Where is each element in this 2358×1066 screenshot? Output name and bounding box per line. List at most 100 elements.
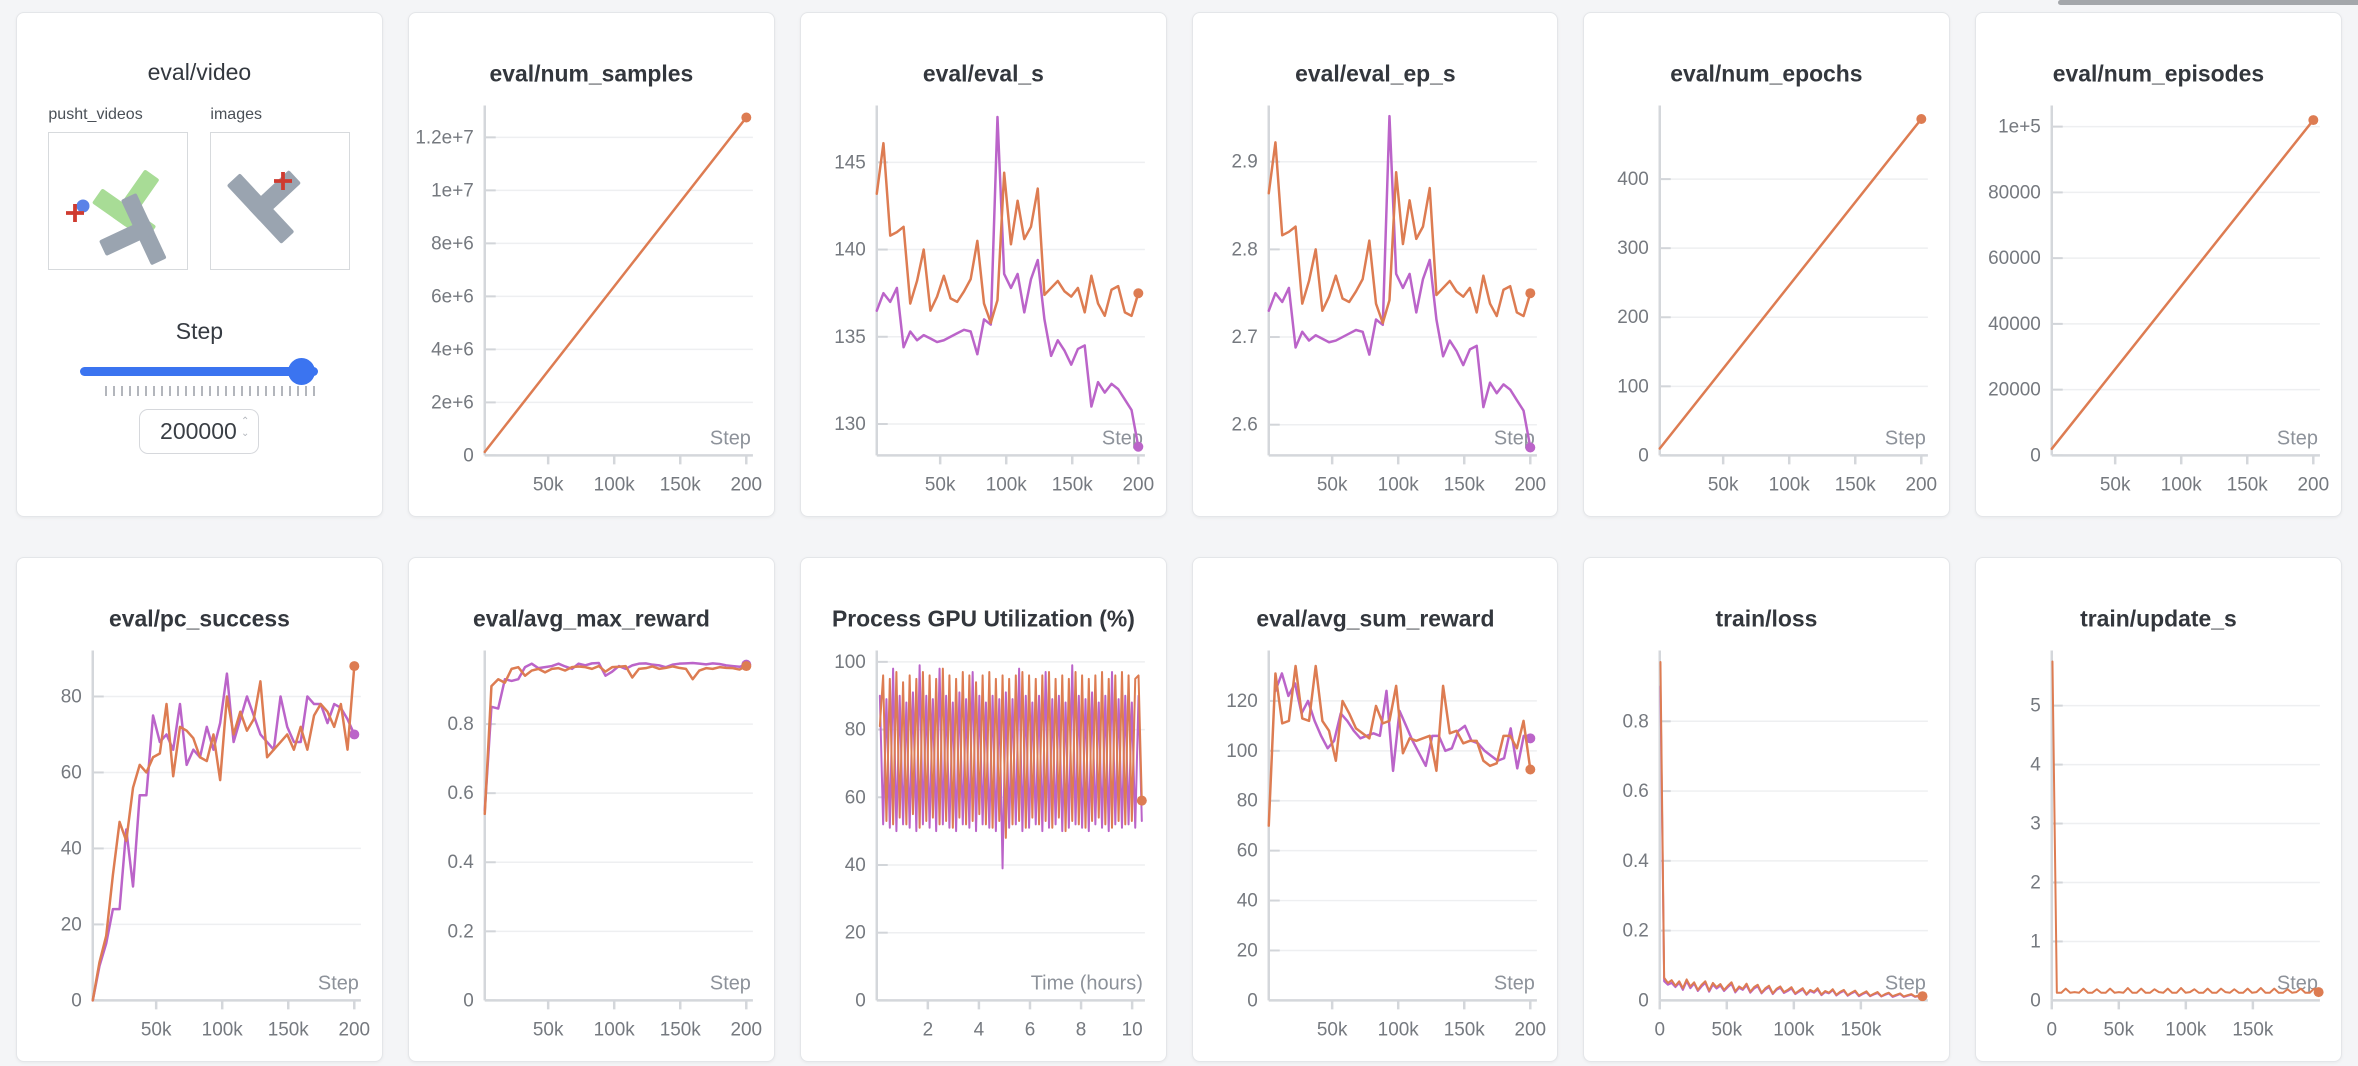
x-tick-label: 50k (1712, 1019, 1743, 1040)
x-tick-label: 150k (1841, 1019, 1883, 1040)
chart-eval-eval_ep_s[interactable]: 2.6 2.7 2.8 2.9 50k 100k 150k 200 Step eval/eval_… (1193, 13, 1558, 517)
chart-eval-num_samples[interactable]: 0 2e+6 4e+6 6e+6 8e+6 1e+7 1.2e+7 50k 100k 150k 20… (409, 13, 774, 517)
panel-eval-pc_success[interactable]: 0 20 40 60 80 50k 100k 150k 200 Step eval/pc_succe… (16, 557, 383, 1062)
chart-title: eval/avg_max_reward (473, 606, 710, 632)
x-axis-label: Step (318, 972, 359, 994)
panel-eval-eval_s[interactable]: 130 135 140 145 50k 100k 150k 200 Step eval/eval_… (799, 12, 1167, 517)
y-tick-label: 200 (1618, 307, 1650, 328)
series-run-orange (878, 667, 1143, 839)
y-tick-label: 0 (1639, 445, 1650, 466)
panel-eval-avg_max_reward[interactable]: 0 0.2 0.4 0.6 0.8 50k 100k 150k 200 Step eval/avg_… (407, 557, 775, 1062)
media-thumbnail-pusht-videos[interactable]: pusht_videos (48, 106, 189, 270)
y-tick-label: 145 (834, 152, 866, 173)
y-tick-label: 0.8 (447, 714, 473, 735)
x-tick-label: 100k (594, 1019, 636, 1040)
end-marker-run-orange (741, 661, 752, 672)
chart-title: train/update_s (2080, 606, 2237, 632)
x-tick-label: 100k (1769, 474, 1811, 495)
x-tick-label: 100k (202, 1019, 244, 1040)
y-tick-label: 4 (2030, 755, 2041, 776)
y-tick-label: 4e+6 (431, 339, 474, 360)
video-preview[interactable] (48, 132, 189, 270)
series-run-purple (1273, 672, 1532, 773)
y-tick-label: 2 (2030, 872, 2041, 893)
series-run-purple (1659, 685, 1924, 998)
chart-eval-avg_sum_reward[interactable]: 0 20 40 60 80 100 120 50k 100k 150k 200 Step eval/av… (1193, 558, 1558, 1062)
y-tick-label: 60 (1236, 841, 1257, 862)
end-marker-run-purple (1524, 733, 1535, 744)
series-run-orange (1658, 117, 1923, 450)
y-tick-label: 60 (61, 762, 82, 783)
x-tick-label: 150k (1443, 474, 1485, 495)
y-tick-label: 0 (2030, 445, 2041, 466)
chart-eval-num_epochs[interactable]: 0 100 200 300 400 50k 100k 150k 200 Step eval/num_… (1584, 13, 1949, 517)
panel-eval-num_epochs[interactable]: 0 100 200 300 400 50k 100k 150k 200 Step eval/num_… (1583, 12, 1951, 517)
step-number-input[interactable] (153, 417, 246, 446)
x-tick-label: 6 (1024, 1019, 1035, 1040)
x-tick-label: 50k (1708, 474, 1739, 495)
step-slider-group: Step ⌃ ⌄ (77, 318, 322, 454)
step-slider[interactable] (80, 357, 319, 385)
panel-title: eval/video (147, 59, 252, 85)
step-slider-track[interactable] (80, 367, 319, 376)
media-thumbnails: pusht_videos (48, 106, 351, 270)
series-run-purple (91, 672, 356, 1002)
y-tick-label: 2e+6 (431, 392, 474, 413)
y-tick-label: 40 (844, 855, 865, 876)
number-stepper[interactable]: ⌃ ⌄ (241, 416, 250, 442)
end-marker-run-purple (1133, 441, 1143, 452)
x-tick-label: 150k (1443, 1019, 1485, 1040)
series-run-orange (875, 141, 1140, 325)
chevron-down-icon[interactable]: ⌄ (241, 428, 250, 439)
chart-process-gpu-utilization[interactable]: 0 20 40 60 80 100 2 4 6 8 10 Time (hours) Process GP… (801, 558, 1166, 1062)
chart-title: eval/eval_s (923, 61, 1044, 87)
y-tick-label: 1e+7 (431, 180, 474, 201)
y-tick-label: 0 (855, 990, 866, 1011)
horizontal-scrollbar-thumb[interactable] (2058, 0, 2358, 5)
y-tick-label: 2.7 (1231, 327, 1257, 348)
y-tick-label: 0.6 (1623, 781, 1649, 802)
chevron-up-icon[interactable]: ⌃ (241, 416, 250, 427)
y-tick-label: 0 (463, 990, 474, 1011)
y-tick-label: 6e+6 (431, 286, 474, 307)
panel-process-gpu-utilization[interactable]: 0 20 40 60 80 100 2 4 6 8 10 Time (hours) Process GP… (799, 557, 1167, 1062)
target-cross-icon (274, 172, 293, 190)
y-tick-label: 0.6 (447, 783, 473, 804)
chart-eval-pc_success[interactable]: 0 20 40 60 80 50k 100k 150k 200 Step eval/pc_succe… (17, 558, 382, 1062)
step-slider-thumb[interactable] (287, 358, 315, 385)
x-tick-label: 200 (2298, 474, 2330, 495)
y-tick-label: 8e+6 (431, 233, 474, 254)
media-thumbnail-images[interactable]: images (210, 106, 351, 270)
series-run-purple (483, 661, 748, 812)
chart-eval-avg_max_reward[interactable]: 0 0.2 0.4 0.6 0.8 50k 100k 150k 200 Step eval/avg_… (409, 558, 774, 1062)
panel-eval-avg_sum_reward[interactable]: 0 20 40 60 80 100 120 50k 100k 150k 200 Step eval/av… (1191, 557, 1559, 1062)
panel-eval-num_samples[interactable]: 0 2e+6 4e+6 6e+6 8e+6 1e+7 1.2e+7 50k 100k 150k 20… (407, 12, 775, 517)
end-marker-run-orange (1136, 795, 1147, 806)
x-tick-label: 100k (1377, 474, 1419, 495)
y-tick-label: 80 (61, 686, 82, 707)
image-preview[interactable] (210, 132, 351, 270)
y-tick-label: 20 (844, 923, 865, 944)
chart-train-loss[interactable]: 0 0.2 0.4 0.6 0.8 0 50k 100k 150k Step train/loss (1584, 558, 1949, 1062)
y-tick-label: 100 (1226, 741, 1258, 762)
panel-eval-eval_ep_s[interactable]: 2.6 2.7 2.8 2.9 50k 100k 150k 200 Step eval/eval_… (1191, 12, 1559, 517)
x-tick-label: 50k (2104, 1019, 2135, 1040)
chart-eval-num_episodes[interactable]: 0 20000 40000 60000 80000 1e+5 50k 100k 150k 200 S… (1976, 13, 2341, 517)
y-tick-label: 400 (1618, 169, 1650, 190)
panel-eval-video[interactable]: eval/video pusht_videos (16, 12, 383, 517)
chart-eval-eval_s[interactable]: 130 135 140 145 50k 100k 150k 200 Step eval/eval_… (801, 13, 1166, 517)
panel-train-update_s[interactable]: 0 1 2 3 4 5 0 50k 100k 150k Step train/update_s (1975, 557, 2342, 1062)
end-marker-run-orange (2313, 987, 2324, 998)
series-run-orange (2050, 118, 2315, 451)
x-tick-label: 4 (973, 1019, 984, 1040)
x-tick-label: 100k (2165, 1019, 2207, 1040)
x-tick-label: 100k (1774, 1019, 1816, 1040)
step-number-input-box[interactable]: ⌃ ⌄ (139, 409, 260, 454)
panel-train-loss[interactable]: 0 0.2 0.4 0.6 0.8 0 50k 100k 150k Step train/loss (1583, 557, 1951, 1062)
y-tick-label: 0 (2030, 990, 2041, 1011)
panel-eval-num_episodes[interactable]: 0 20000 40000 60000 80000 1e+5 50k 100k 150k 200 S… (1975, 12, 2342, 517)
y-tick-label: 40000 (1988, 314, 2041, 335)
x-axis-label: Step (1493, 427, 1534, 449)
